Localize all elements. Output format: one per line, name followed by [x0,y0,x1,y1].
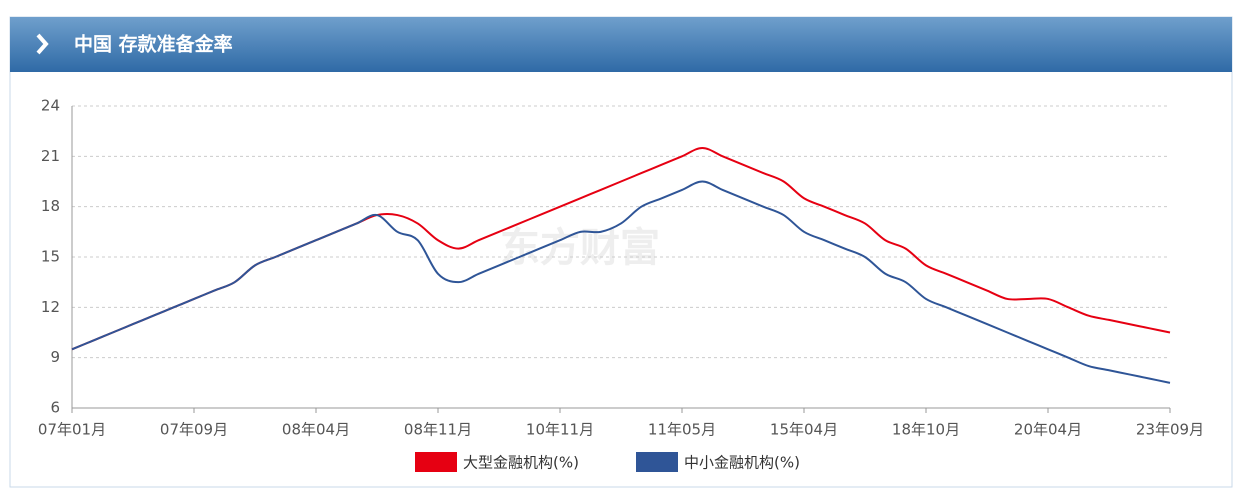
y-tick-label: 18 [41,197,60,215]
x-tick-label: 07年01月 [38,421,106,439]
chevron [36,33,49,55]
legend-label: 大型金融机构(%) [463,454,579,472]
header [10,17,1232,72]
chart-title: 中国 存款准备金率 [74,33,233,56]
y-tick-label: 21 [41,147,60,165]
series-line [71,180,1171,384]
x-tick-label: 11年05月 [648,421,716,439]
x-tick-label: 07年09月 [160,421,228,439]
x-tick-label: 08年04月 [282,421,350,439]
y-tick-label: 15 [41,248,60,266]
y-tick-label: 6 [50,399,60,417]
x-tick-label: 08年11月 [404,421,472,439]
y-tick-label: 9 [50,348,60,366]
x-tick-label: 15年04月 [770,421,838,439]
y-tick-label: 24 [41,97,60,115]
legend-label: 中小金融机构(%) [684,454,800,472]
x-tick-label: 20年04月 [1014,421,1082,439]
x-tick-label: 23年09月 [1136,421,1204,439]
y-tick-label: 12 [41,298,60,316]
legend-swatch [636,452,678,472]
legend-swatch [415,452,457,472]
x-tick-label: 18年10月 [892,421,960,439]
panel [9,16,1233,488]
x-tick-label: 10年11月 [526,421,594,439]
